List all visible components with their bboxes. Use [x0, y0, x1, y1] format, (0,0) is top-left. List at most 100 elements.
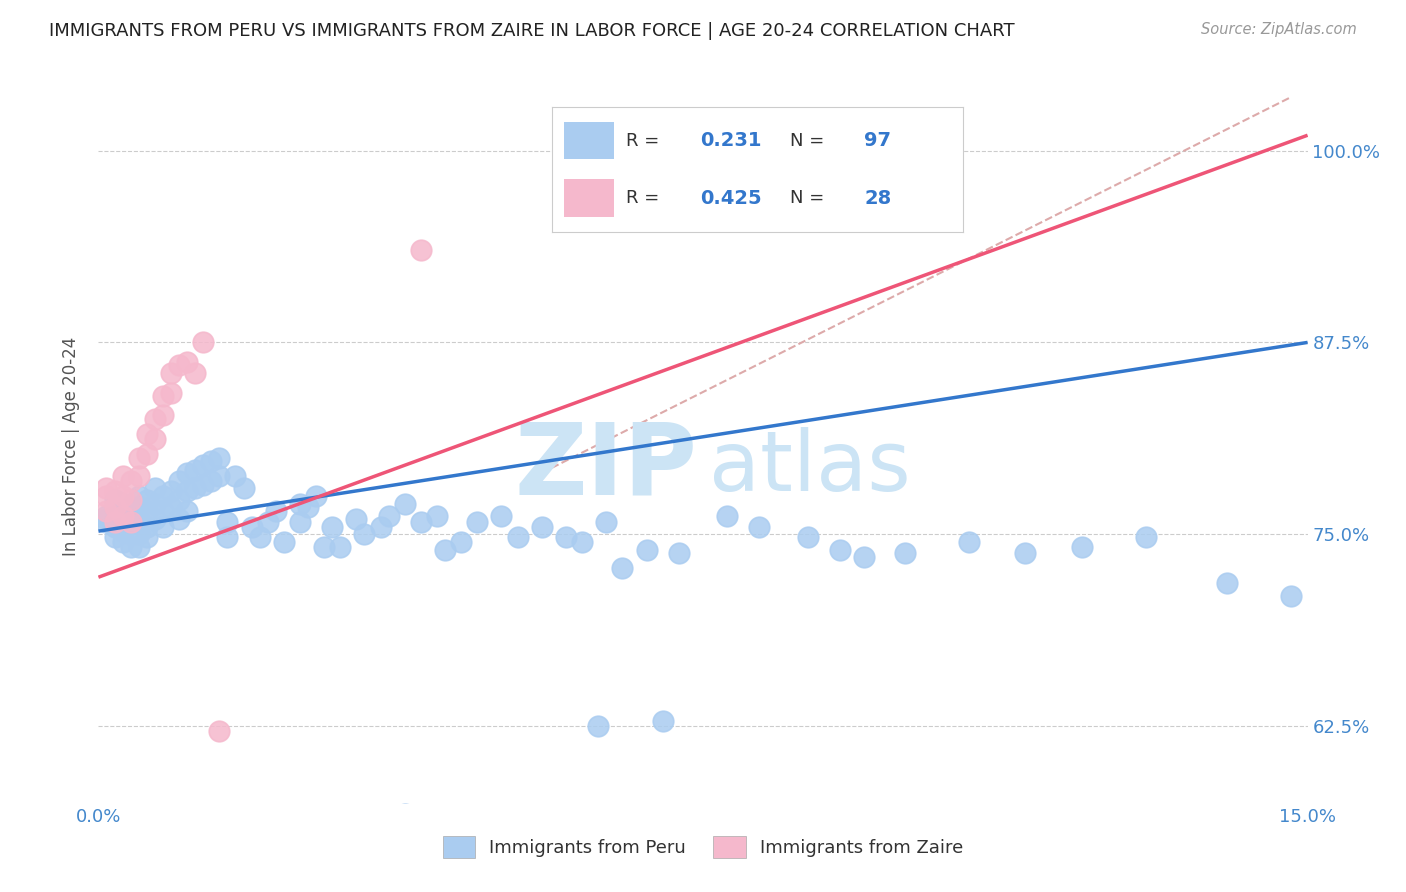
Point: [370, 519, 392, 533]
Point: [135, 530, 157, 544]
Point: [321, 519, 343, 533]
Point: [128, 500, 150, 514]
Point: [256, 515, 278, 529]
Point: [450, 535, 472, 549]
Point: [120, 540, 142, 554]
Point: [586, 719, 609, 733]
Point: [797, 530, 820, 544]
Point: [748, 519, 770, 533]
Point: [1014, 546, 1036, 560]
Point: [651, 714, 673, 729]
Point: [96, 481, 118, 495]
Point: [571, 535, 593, 549]
Point: [176, 466, 198, 480]
Point: [96, 515, 118, 529]
Text: Source: ZipAtlas.com: Source: ZipAtlas.com: [1201, 22, 1357, 37]
Point: [120, 474, 142, 488]
Point: [135, 447, 157, 461]
Point: [103, 500, 125, 514]
Point: [344, 512, 367, 526]
Point: [103, 519, 125, 533]
Point: [329, 540, 352, 554]
Point: [224, 469, 246, 483]
Point: [491, 508, 513, 523]
Point: [111, 489, 134, 503]
Point: [167, 493, 190, 508]
Point: [353, 527, 375, 541]
Point: [128, 489, 150, 503]
Point: [232, 481, 254, 495]
Point: [249, 530, 271, 544]
Point: [167, 359, 190, 373]
Point: [409, 244, 432, 258]
Y-axis label: In Labor Force | Age 20-24: In Labor Force | Age 20-24: [62, 336, 80, 556]
Point: [120, 504, 142, 518]
Point: [167, 474, 190, 488]
Point: [893, 546, 915, 560]
Point: [530, 519, 553, 533]
Point: [200, 474, 222, 488]
Point: [143, 512, 166, 526]
Point: [1135, 530, 1157, 544]
Point: [200, 453, 222, 467]
Point: [240, 519, 263, 533]
Point: [957, 535, 980, 549]
Point: [152, 389, 174, 403]
Point: [135, 493, 157, 508]
Point: [96, 508, 118, 523]
Point: [143, 481, 166, 495]
Point: [426, 508, 449, 523]
Point: [103, 530, 125, 544]
Point: [314, 540, 336, 554]
Point: [377, 508, 399, 523]
Point: [394, 497, 416, 511]
Point: [111, 535, 134, 549]
Point: [409, 515, 432, 529]
Point: [288, 497, 311, 511]
Point: [152, 504, 174, 518]
Point: [120, 493, 142, 508]
Point: [1216, 576, 1239, 591]
Point: [111, 508, 134, 523]
Point: [103, 484, 125, 499]
Point: [184, 463, 207, 477]
Point: [465, 515, 488, 529]
Point: [305, 489, 328, 503]
Point: [208, 450, 231, 465]
Point: [143, 412, 166, 426]
Point: [120, 515, 142, 529]
Text: IMMIGRANTS FROM PERU VS IMMIGRANTS FROM ZAIRE IN LABOR FORCE | AGE 20-24 CORRELA: IMMIGRANTS FROM PERU VS IMMIGRANTS FROM …: [49, 22, 1015, 40]
Point: [103, 504, 125, 518]
Text: atlas: atlas: [709, 427, 911, 508]
Point: [184, 366, 207, 380]
Point: [273, 535, 295, 549]
Point: [160, 484, 183, 499]
Point: [160, 500, 183, 514]
Point: [176, 355, 198, 369]
Point: [668, 546, 690, 560]
Point: [394, 806, 416, 821]
Point: [96, 512, 118, 526]
Point: [152, 489, 174, 503]
Point: [160, 386, 183, 401]
Point: [111, 508, 134, 523]
Point: [167, 512, 190, 526]
Point: [506, 530, 529, 544]
Point: [128, 540, 150, 554]
Text: ZIP: ZIP: [515, 419, 697, 516]
Point: [128, 469, 150, 483]
Point: [128, 527, 150, 541]
Point: [160, 366, 183, 380]
Point: [264, 504, 287, 518]
Point: [120, 515, 142, 529]
Point: [111, 497, 134, 511]
Point: [208, 469, 231, 483]
Point: [716, 508, 738, 523]
Point: [193, 335, 215, 350]
Point: [135, 504, 157, 518]
Point: [120, 527, 142, 541]
Point: [152, 408, 174, 422]
Point: [128, 512, 150, 526]
Point: [193, 458, 215, 473]
Point: [135, 427, 157, 442]
